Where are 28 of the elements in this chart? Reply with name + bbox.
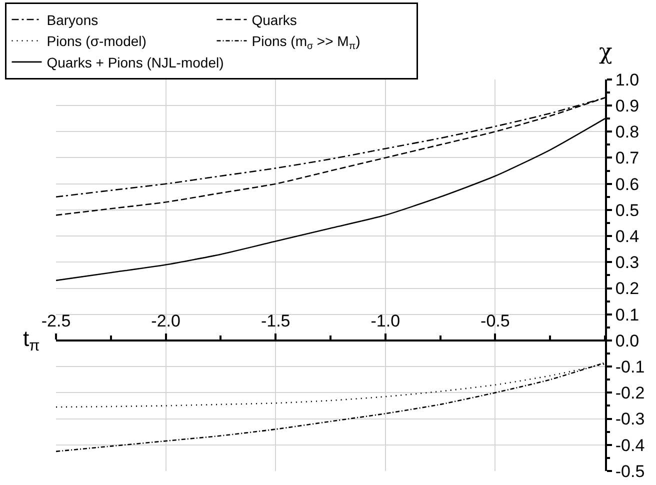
x-tick-label: -1.0 [370, 312, 400, 331]
legend-label: Quarks [252, 12, 297, 28]
legend-label: Quarks + Pions (NJL-model) [46, 54, 224, 70]
legend-label: Pions (m$_{σ}$ >> M$_{π}$) [252, 33, 360, 52]
y-tick-label: -0.2 [615, 384, 645, 403]
y-tick-label: -0.5 [615, 462, 645, 481]
y-tick-label: 0.7 [615, 148, 640, 168]
y-tick-label: -0.3 [615, 410, 645, 429]
y-tick-label: -0.1 [615, 358, 645, 377]
legend-label: Pions (σ-model) [46, 33, 146, 50]
y-tick-label: 0.4 [615, 227, 640, 246]
y-tick-label: -0.4 [615, 436, 645, 455]
y-tick-label: 1.0 [615, 70, 640, 90]
y-tick-label: 0.8 [615, 122, 640, 142]
legend-label: Baryons [46, 12, 98, 28]
y-tick-label: 0.6 [615, 174, 640, 194]
x-tick-label: -1.5 [260, 312, 290, 331]
y-tick-label: 0.3 [615, 253, 640, 272]
x-tick-label: -2.5 [41, 312, 71, 331]
x-tick-label: -0.5 [480, 312, 510, 331]
y-axis-title: χ [599, 40, 612, 65]
y-tick-label: 0.2 [615, 279, 640, 298]
y-tick-label: 0.0 [615, 331, 640, 350]
y-tick-label: 0.1 [615, 305, 640, 324]
x-axis-title: t$_{π}$ [23, 326, 40, 355]
x-tick-label: -2.0 [151, 312, 180, 331]
y-tick-label: 0.9 [615, 96, 640, 116]
y-tick-label: 0.5 [615, 200, 640, 220]
